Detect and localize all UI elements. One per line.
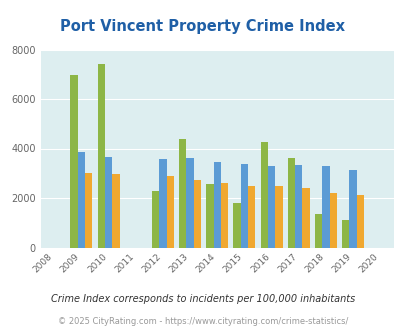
- Bar: [112, 175, 119, 248]
- Bar: [151, 191, 159, 248]
- Bar: [302, 188, 309, 248]
- Bar: [349, 170, 356, 248]
- Bar: [179, 139, 186, 248]
- Bar: [233, 203, 240, 248]
- Bar: [329, 193, 336, 248]
- Bar: [341, 220, 349, 248]
- Bar: [247, 186, 255, 248]
- Bar: [213, 162, 220, 248]
- Bar: [186, 158, 193, 248]
- Bar: [275, 186, 282, 248]
- Bar: [294, 165, 302, 248]
- Bar: [287, 158, 294, 248]
- Bar: [70, 76, 77, 248]
- Bar: [220, 183, 228, 248]
- Bar: [85, 173, 92, 248]
- Bar: [314, 214, 322, 248]
- Text: Port Vincent Property Crime Index: Port Vincent Property Crime Index: [60, 19, 345, 34]
- Bar: [267, 166, 275, 248]
- Bar: [159, 159, 166, 248]
- Bar: [77, 152, 85, 248]
- Bar: [166, 176, 173, 248]
- Bar: [97, 64, 104, 248]
- Bar: [193, 180, 200, 248]
- Text: Crime Index corresponds to incidents per 100,000 inhabitants: Crime Index corresponds to incidents per…: [51, 294, 354, 304]
- Bar: [104, 157, 112, 248]
- Bar: [356, 195, 363, 248]
- Bar: [240, 164, 247, 248]
- Text: © 2025 CityRating.com - https://www.cityrating.com/crime-statistics/: © 2025 CityRating.com - https://www.city…: [58, 317, 347, 326]
- Bar: [206, 184, 213, 248]
- Bar: [260, 142, 267, 248]
- Bar: [322, 166, 329, 248]
